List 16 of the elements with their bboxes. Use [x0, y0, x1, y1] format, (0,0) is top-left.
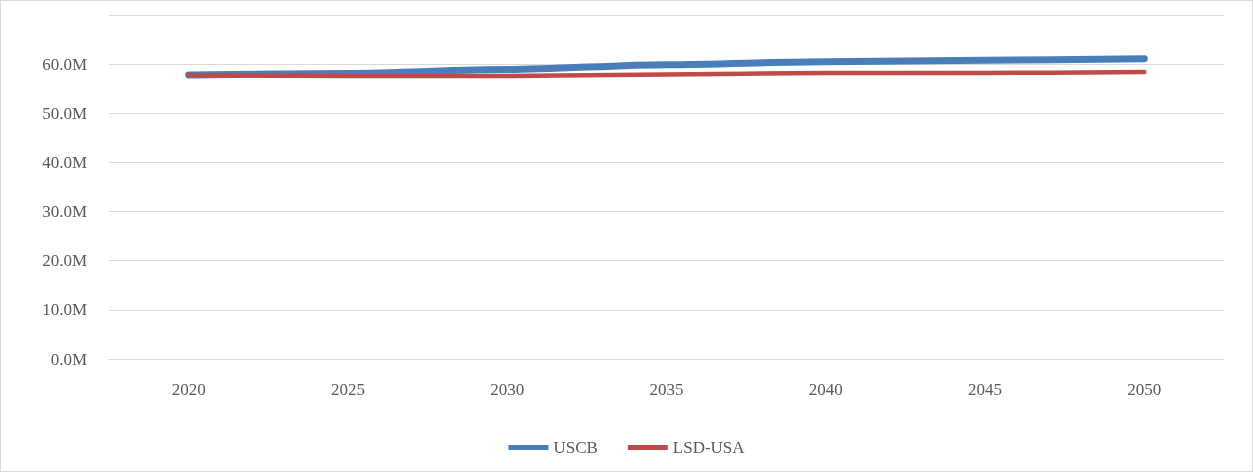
y-tick-label: 60.0M [42, 54, 87, 74]
legend-label: LSD-USA [672, 438, 746, 457]
x-tick-label: 2030 [490, 380, 525, 399]
y-tick-label: 30.0M [42, 202, 87, 222]
x-tick-label: 2020 [171, 380, 206, 399]
y-tick-label: 20.0M [42, 251, 87, 271]
x-tick-label: 2045 [968, 380, 1003, 399]
x-tick-label: 2050 [1127, 380, 1162, 399]
y-tick-label: 50.0M [42, 103, 87, 123]
y-tick-label: 40.0M [42, 152, 87, 172]
x-tick-label: 2035 [649, 380, 684, 399]
x-tick-label: 2040 [808, 380, 843, 399]
x-tick-label: 2025 [330, 380, 365, 399]
legend-label: USCB [553, 438, 598, 457]
y-tick-label: 0.0M [50, 349, 87, 369]
y-tick-label: 10.0M [42, 300, 87, 320]
